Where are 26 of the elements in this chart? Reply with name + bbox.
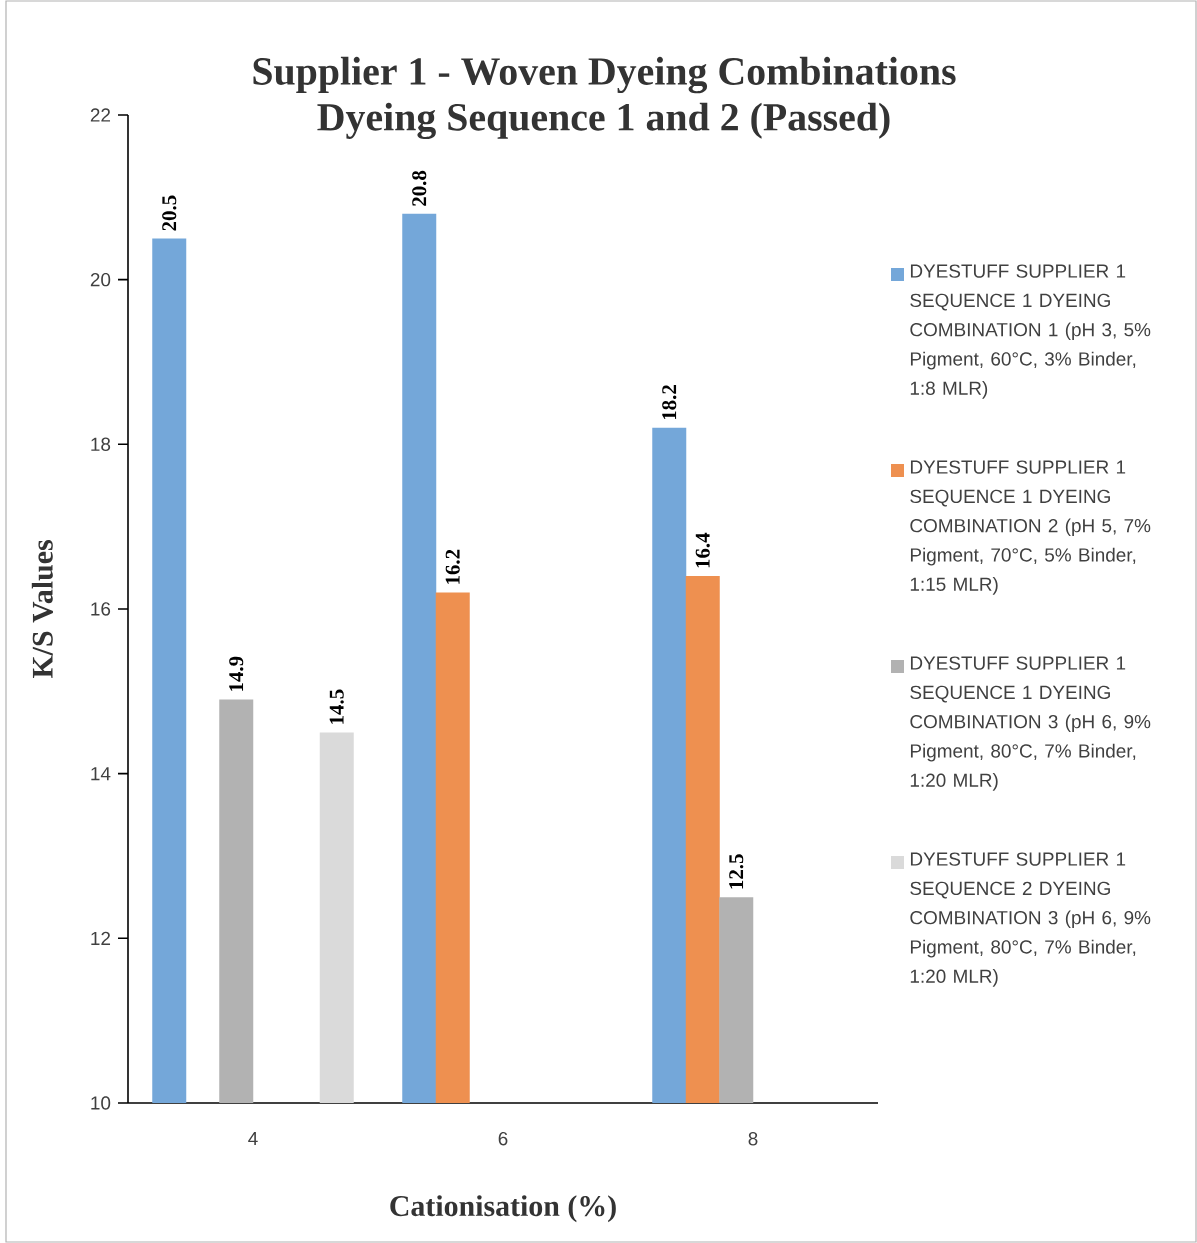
y-tick-label: 12 xyxy=(91,931,111,945)
y-tick-label: 10 xyxy=(91,1096,111,1110)
y-tick-label: 14 xyxy=(91,767,111,781)
data-label: 18.2 xyxy=(662,385,677,420)
legend-label: DYESTUFF SUPPLIER 1 SEQUENCE 1 DYEING COMBINATION 1 (pH 3, 5% Pigment, 60°C, 3% Binder, 1:8 MLR) xyxy=(910,264,1151,399)
data-label: 16.4 xyxy=(695,532,710,568)
legend-label: DYESTUFF SUPPLIER 1 SEQUENCE 1 DYEING COMBINATION 3 (pH 6, 9% Pigment, 80°C, 7% Binder, 1:20 MLR) xyxy=(910,656,1151,791)
data-label: 14.9 xyxy=(229,656,244,691)
data-label: 20.5 xyxy=(162,195,177,231)
x-axis-title: Cationisation (%) xyxy=(390,1195,616,1223)
legend-label: DYESTUFF SUPPLIER 1 SEQUENCE 1 DYEING COMBINATION 2 (pH 5, 7% Pigment, 70°C, 5% Binder, 1:15 MLR) xyxy=(910,460,1151,595)
data-label: 14.5 xyxy=(329,689,344,724)
chart-title: Supplier 1 - Woven Dyeing Combinations xyxy=(253,56,956,94)
data-label: 12.5 xyxy=(729,854,744,889)
x-tick-label: 8 xyxy=(748,1132,758,1146)
y-tick-label: 18 xyxy=(91,437,111,452)
y-axis-title: K/S Values xyxy=(31,540,53,679)
chart-subtitle: Dyeing Sequence 1 and 2 (Passed) xyxy=(317,102,890,140)
data-label: 16.2 xyxy=(445,549,460,584)
x-tick-label: 4 xyxy=(248,1132,258,1146)
data-label: 20.8 xyxy=(412,170,427,206)
legend-label: DYESTUFF SUPPLIER 1 SEQUENCE 2 DYEING COMBINATION 3 (pH 6, 9% Pigment, 80°C, 7% Binder, 1:20 MLR) xyxy=(910,852,1151,987)
x-tick-label: 6 xyxy=(498,1132,508,1146)
y-tick-label: 22 xyxy=(90,108,111,122)
y-tick-label: 16 xyxy=(91,602,111,616)
y-tick-label: 20 xyxy=(90,272,111,287)
